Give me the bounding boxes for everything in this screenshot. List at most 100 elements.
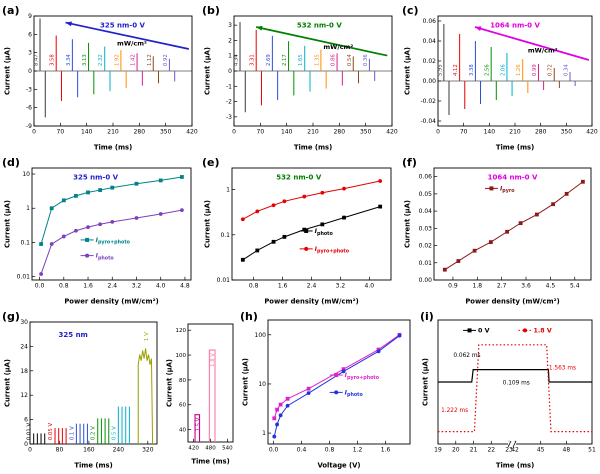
svg-text:3: 3 xyxy=(228,22,232,29)
panel-e: (e) 0.01 0.1 1 0.8 1.6 2.4 3.2 4.0 Power density… xyxy=(202,156,398,306)
svg-text:0: 0 xyxy=(28,447,32,454)
svg-text:0.01: 0.01 xyxy=(217,277,231,284)
svg-text:9: 9 xyxy=(28,13,32,20)
svg-text:18: 18 xyxy=(20,368,28,375)
panel-d: (d) 0.01 0.1 1 10 0.0 0.8 1.6 2.4 3.2 4.0 4.8 Power… xyxy=(2,156,198,306)
svg-text:1.563 ms: 1.563 ms xyxy=(549,366,576,372)
svg-text:2.4: 2.4 xyxy=(107,283,117,290)
svg-text:4.34: 4.34 xyxy=(234,54,240,66)
svg-text:0.1: 0.1 xyxy=(20,239,30,246)
svg-text:5.95: 5.95 xyxy=(437,64,443,76)
svg-text:30: 30 xyxy=(20,319,28,326)
svg-text:0: 0 xyxy=(232,129,236,136)
svg-text:0.05 V: 0.05 V xyxy=(48,423,54,440)
svg-text:2.4: 2.4 xyxy=(307,283,317,290)
svg-text:0.8: 0.8 xyxy=(59,283,69,290)
svg-text:Time (ms): Time (ms) xyxy=(496,144,534,152)
svg-text:140: 140 xyxy=(281,129,293,136)
svg-text:10: 10 xyxy=(258,381,266,388)
svg-text:2.06: 2.06 xyxy=(500,64,506,76)
svg-text:325 nm-0 V: 325 nm-0 V xyxy=(100,22,146,30)
svg-text:-1: -1 xyxy=(226,83,232,90)
svg-text:42: 42 xyxy=(511,447,519,454)
svg-text:1.8 V: 1.8 V xyxy=(533,327,551,334)
svg-text:1: 1 xyxy=(262,430,266,437)
svg-text:320: 320 xyxy=(142,447,154,454)
svg-text:Current (µA): Current (µA) xyxy=(204,47,212,95)
panel-b: (b) -3 -2 -1 0 1 2 3 0 70 140 210 280 350 420 Time (ms… xyxy=(202,4,398,152)
svg-text:0.04: 0.04 xyxy=(423,38,437,45)
svg-text:3.38: 3.38 xyxy=(469,64,475,76)
svg-text:Iphoto: Iphoto xyxy=(96,253,115,262)
svg-text:0.0: 0.0 xyxy=(35,283,45,290)
svg-text:0.01 V: 0.01 V xyxy=(27,423,33,440)
svg-text:0.06: 0.06 xyxy=(423,18,437,25)
svg-text:20: 20 xyxy=(452,447,460,454)
svg-text:0.04: 0.04 xyxy=(419,208,433,215)
svg-text:3.31: 3.31 xyxy=(250,54,256,66)
panel-c: (c) -0.04 -0.02 0.00 0.02 0.04 0.06 0 70 140 210 2… xyxy=(402,4,598,152)
svg-text:350: 350 xyxy=(561,129,573,136)
svg-text:540: 540 xyxy=(222,446,233,452)
svg-text:0: 0 xyxy=(28,68,32,75)
svg-text:1.6: 1.6 xyxy=(381,447,391,454)
svg-text:1.8 V: 1.8 V xyxy=(210,353,216,367)
svg-text:210: 210 xyxy=(509,129,521,136)
panel-f: (f) 0.00 0.01 0.02 0.03 0.04 0.05 0.06 0.9 1.8 2.… xyxy=(402,156,598,306)
svg-text:Time (ms): Time (ms) xyxy=(496,462,534,470)
svg-text:22: 22 xyxy=(487,447,495,454)
svg-text:120: 120 xyxy=(176,328,187,334)
svg-text:4.0: 4.0 xyxy=(365,283,375,290)
svg-text:Iphoto: Iphoto xyxy=(345,389,364,398)
svg-text:-0.04: -0.04 xyxy=(420,118,436,125)
c-plot: -0.04 -0.02 0.00 0.02 0.04 0.06 0 70 140 210 280 35… xyxy=(404,15,598,152)
panel-g-inset: 40 60 80 100 120 420 480 540 Time (ms) Current (µ… xyxy=(164,316,236,466)
svg-text:24: 24 xyxy=(20,343,28,350)
svg-text:1.92: 1.92 xyxy=(114,54,120,66)
svg-text:0.02: 0.02 xyxy=(423,58,437,65)
panel-i: (i) 19 20 21 22 23 42 45 48 51 Time (ms) Current (… xyxy=(420,310,598,470)
svg-text:mW/cm²: mW/cm² xyxy=(117,40,147,48)
svg-text:1.42: 1.42 xyxy=(131,54,137,66)
svg-text:140: 140 xyxy=(81,129,93,136)
svg-text:420: 420 xyxy=(386,129,398,136)
svg-text:40: 40 xyxy=(179,428,186,434)
panel-a-tag: (a) xyxy=(2,4,20,17)
svg-text:Current (µA): Current (µA) xyxy=(4,200,12,248)
h-plot: 1 10 100 0.0 0.4 0.8 1.2 1.6 Voltage (V) Current … xyxy=(242,319,411,470)
svg-text:1.2: 1.2 xyxy=(353,447,363,454)
svg-text:Current (µA): Current (µA) xyxy=(422,358,430,406)
svg-text:Ipyro+photo: Ipyro+photo xyxy=(315,246,350,255)
f-plot: 0.00 0.01 0.02 0.03 0.04 0.05 0.06 0.9 1.8 2.7 3.6… xyxy=(404,167,592,306)
svg-text:420: 420 xyxy=(188,446,199,452)
svg-text:Power density (mW/cm²): Power density (mW/cm²) xyxy=(264,298,358,306)
svg-text:0.86: 0.86 xyxy=(331,54,337,66)
svg-text:Current (µA): Current (µA) xyxy=(242,358,250,406)
svg-text:100: 100 xyxy=(176,353,187,359)
svg-text:1: 1 xyxy=(226,187,230,194)
svg-text:2.56: 2.56 xyxy=(485,64,491,76)
svg-text:60: 60 xyxy=(179,403,186,409)
svg-text:0.01: 0.01 xyxy=(17,274,31,281)
svg-text:0.5 V: 0.5 V xyxy=(111,426,117,440)
svg-text:51: 51 xyxy=(588,447,596,454)
svg-text:140: 140 xyxy=(484,129,496,136)
svg-text:10: 10 xyxy=(22,171,30,178)
panel-b-tag: (b) xyxy=(202,4,220,17)
svg-text:Time (ms): Time (ms) xyxy=(191,458,229,466)
panel-e-tag: (e) xyxy=(202,156,220,169)
svg-text:6: 6 xyxy=(24,417,28,424)
svg-text:0.9: 0.9 xyxy=(448,283,458,290)
svg-text:420: 420 xyxy=(186,129,198,136)
svg-text:3.6: 3.6 xyxy=(521,283,531,290)
svg-text:80: 80 xyxy=(56,447,64,454)
svg-text:0.1 V: 0.1 V xyxy=(69,426,75,440)
svg-text:532 nm-0 V: 532 nm-0 V xyxy=(297,22,343,30)
svg-text:3.2: 3.2 xyxy=(132,283,142,290)
svg-text:0.06: 0.06 xyxy=(419,174,433,181)
svg-text:1.5 V: 1.5 V xyxy=(195,417,201,431)
svg-text:mW/cm²: mW/cm² xyxy=(323,43,353,51)
svg-text:1.26: 1.26 xyxy=(516,64,522,76)
